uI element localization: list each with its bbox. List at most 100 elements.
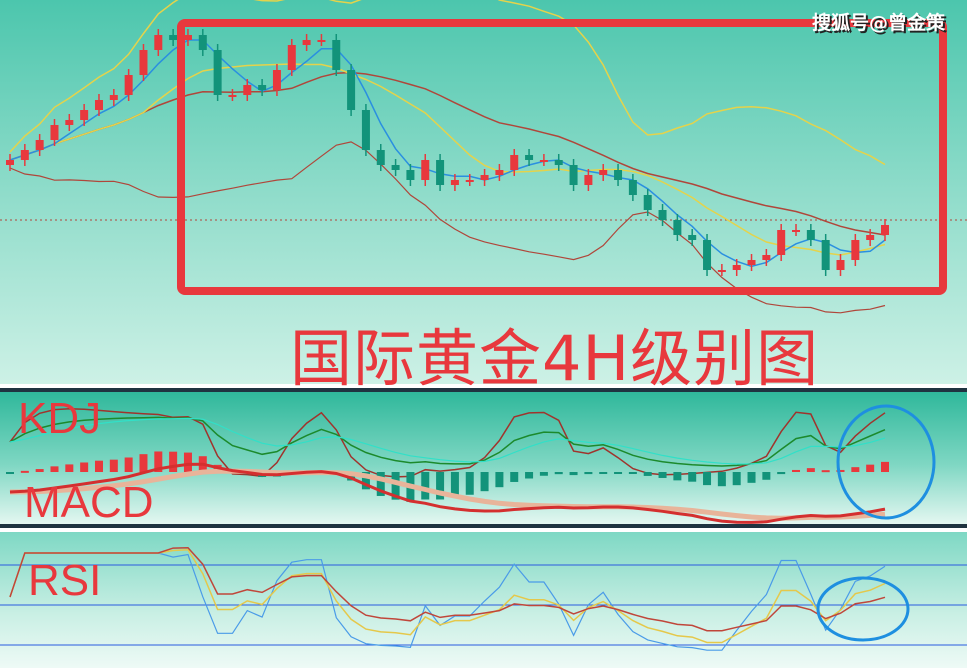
candle-body xyxy=(836,260,845,270)
candle-body xyxy=(109,95,118,100)
candle-body xyxy=(406,170,415,180)
ma20-line xyxy=(9,71,886,236)
macd-histogram-bar xyxy=(35,469,44,472)
rsi-label: RSI xyxy=(28,556,102,605)
macd-histogram-bar xyxy=(732,472,741,486)
macd-histogram-bar xyxy=(866,464,875,472)
macd-label: MACD xyxy=(24,478,154,527)
macd-histogram-bar xyxy=(821,470,830,473)
candle-body xyxy=(584,175,593,185)
macd-histogram-bar xyxy=(539,472,548,476)
macd-histogram-bar xyxy=(376,472,385,496)
candle-body xyxy=(154,35,163,50)
macd-histogram-bar xyxy=(6,472,14,474)
candle-body xyxy=(6,160,14,165)
macd-histogram-bar xyxy=(361,472,370,490)
candle-body xyxy=(525,155,534,160)
candle-body xyxy=(20,150,29,160)
macd-histogram-bar xyxy=(450,472,459,498)
candle-body xyxy=(881,225,889,235)
macd-histogram-bar xyxy=(169,451,178,472)
candle-body xyxy=(332,40,341,70)
candle-body xyxy=(480,175,489,180)
rsi-slow-line xyxy=(9,547,886,632)
macd-histogram-bar xyxy=(792,469,801,472)
chart-title: 国际黄金4H级别图 xyxy=(290,322,820,395)
macd-histogram-bar xyxy=(747,472,756,483)
rsi-fast-line xyxy=(9,552,886,651)
candle-body xyxy=(317,40,326,42)
candle-body xyxy=(198,35,207,50)
ma10-line xyxy=(9,63,886,256)
kdj-macd-panel: KDJ MACD xyxy=(0,388,967,528)
candle-body xyxy=(272,70,281,90)
candle-body xyxy=(50,125,59,140)
macd-histogram-bar xyxy=(554,472,563,475)
candle-body xyxy=(851,240,860,260)
candle-body xyxy=(465,180,474,182)
macd-histogram-bar xyxy=(762,472,771,480)
macd-histogram-bar xyxy=(614,472,623,474)
candle-body xyxy=(391,165,400,170)
candle-body xyxy=(806,230,815,240)
candle-body xyxy=(554,160,563,165)
candle-body xyxy=(139,50,148,75)
macd-histogram-bar xyxy=(480,472,489,492)
macd-histogram-bar xyxy=(94,460,103,472)
macd-histogram-bar xyxy=(80,462,89,472)
macd-histogram-bar xyxy=(124,457,133,472)
bollinger-upper-line xyxy=(9,0,886,166)
kdj-macd-chart xyxy=(6,404,936,524)
candle-body xyxy=(124,75,133,95)
kdj-k-line xyxy=(9,416,886,467)
candle-body xyxy=(80,110,89,120)
macd-histogram-bar xyxy=(436,472,445,500)
candle-body xyxy=(569,165,578,185)
candle-body xyxy=(347,70,356,110)
rsi-mid-line xyxy=(9,549,886,644)
candle-body xyxy=(762,255,771,260)
candle-body xyxy=(361,110,370,150)
candle-body xyxy=(732,265,741,270)
candle-body xyxy=(792,230,801,232)
candle-body xyxy=(450,180,459,185)
macd-histogram-bar xyxy=(658,472,667,478)
macd-histogram-bar xyxy=(109,459,118,472)
candle-body xyxy=(643,195,652,210)
macd-histogram-bar xyxy=(643,472,652,476)
macd-histogram-bar xyxy=(703,472,712,486)
highlight-ellipse xyxy=(816,576,910,642)
macd-histogram-bar xyxy=(806,468,815,472)
macd-histogram-bar xyxy=(154,451,163,472)
candle-body xyxy=(777,230,786,255)
candle-body xyxy=(747,260,756,265)
macd-histogram-bar xyxy=(584,472,593,475)
highlight-box xyxy=(177,19,947,295)
highlight-ellipse xyxy=(836,404,936,520)
candle-body xyxy=(821,240,830,270)
candle-body xyxy=(94,100,103,110)
candle-body xyxy=(228,95,237,97)
candle-body xyxy=(183,35,192,40)
candle-body xyxy=(628,180,637,195)
candle-body xyxy=(376,150,385,165)
candle-body xyxy=(169,35,178,40)
macd-histogram-bar xyxy=(139,454,148,472)
macd-histogram-bar xyxy=(836,469,845,472)
kdj-j-line xyxy=(9,408,886,478)
candle-body xyxy=(510,155,519,170)
candle-body xyxy=(243,85,252,95)
watermark: 搜狐号@曾金策 xyxy=(811,12,945,34)
kdj-label: KDJ xyxy=(18,394,102,443)
macd-histogram-bar xyxy=(391,472,400,500)
candle-body xyxy=(287,45,296,70)
candle-body xyxy=(35,140,44,150)
macd-histogram-bar xyxy=(347,472,356,481)
macd-histogram-bar xyxy=(628,472,637,474)
candle-body xyxy=(302,40,311,45)
rsi-panel: RSI xyxy=(0,532,967,668)
macd-dea-line xyxy=(9,468,886,521)
macd-histogram-bar xyxy=(421,472,430,500)
candle-body xyxy=(717,270,726,272)
candle-body xyxy=(258,85,267,90)
